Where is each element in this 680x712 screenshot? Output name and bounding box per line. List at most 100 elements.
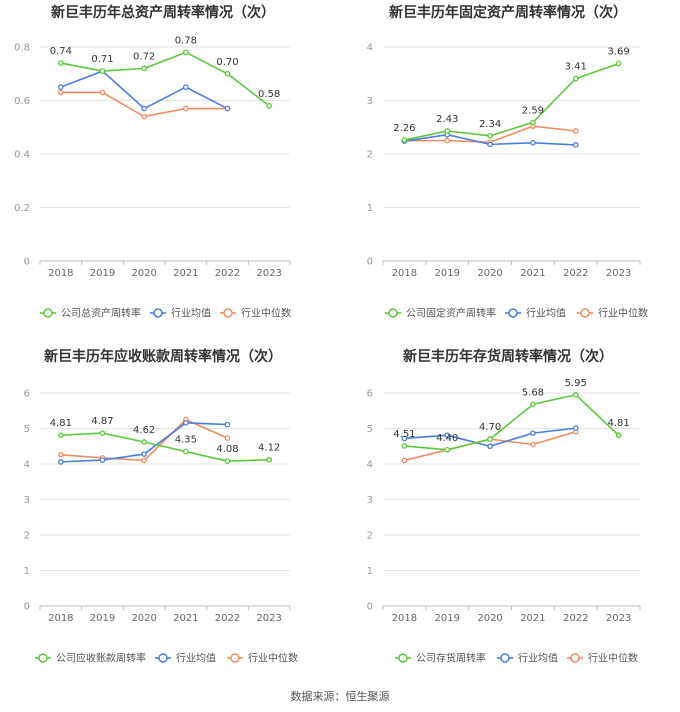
legend-marker-icon: [580, 308, 590, 318]
data-point-company: [141, 65, 148, 72]
legend-label: 行业均值: [171, 307, 211, 320]
data-point-industry_median: [224, 435, 231, 441]
data-label: 4.81: [50, 418, 72, 429]
legend-marker-icon: [43, 308, 53, 318]
data-label: 0.74: [50, 46, 72, 57]
data-point-industry_avg: [224, 105, 231, 112]
x-tick-label: 2022: [563, 613, 588, 624]
data-point-industry_avg: [224, 421, 231, 428]
y-tick-label: 0.2: [14, 203, 30, 214]
y-tick-label: 0: [367, 602, 373, 613]
x-tick-label: 2021: [520, 268, 545, 279]
data-point-industry_avg: [530, 430, 536, 436]
data-point-industry_median: [401, 457, 408, 464]
y-tick-label: 3: [24, 495, 30, 506]
data-label: 2.26: [393, 123, 415, 134]
legend-label: 公司存货周转率: [416, 652, 486, 665]
data-point-company: [57, 60, 64, 66]
y-tick-label: 4: [367, 460, 373, 471]
series-line-company: [404, 393, 620, 451]
x-tick-label: 2018: [48, 613, 73, 624]
data-label: 4.35: [175, 435, 197, 446]
series-line-company: [60, 51, 270, 107]
y-tick-label: 4: [367, 43, 373, 54]
data-point-industry_avg: [57, 84, 64, 90]
data-label: 5.95: [565, 378, 587, 389]
data-label: 4.62: [133, 425, 155, 436]
legend-label: 行业中位数: [241, 307, 291, 320]
y-tick-label: 3: [367, 96, 373, 107]
data-label: 2.43: [436, 114, 458, 125]
data-point-company: [572, 75, 579, 82]
x-tick-label: 2022: [215, 613, 240, 624]
data-point-company: [615, 432, 622, 439]
legend-item-company: 公司总资产周转率: [40, 307, 141, 320]
data-label: 3.69: [607, 47, 629, 58]
chart-title: 新巨丰历年总资产周转率情况（次）: [51, 4, 275, 21]
x-tick-label: 2023: [256, 613, 281, 624]
data-point-industry_median: [141, 457, 148, 464]
chart-title: 新巨丰历年应收账款周转率情况（次）: [44, 348, 282, 365]
data-label: 3.41: [565, 62, 587, 73]
legend-label: 行业中位数: [598, 307, 648, 320]
y-tick-label: 0.4: [14, 150, 30, 161]
data-point-company: [266, 456, 273, 463]
data-label: 0.70: [216, 57, 238, 68]
legend-marker-icon: [153, 308, 163, 318]
series-line-company: [404, 62, 619, 141]
legend-marker-icon: [388, 308, 398, 318]
legend-item-industry_median: 行业中位数: [567, 652, 638, 665]
x-tick-label: 2018: [48, 268, 73, 279]
y-tick-label: 1: [24, 566, 30, 577]
data-point-industry_avg: [444, 432, 451, 439]
data-point-industry_avg: [530, 139, 536, 146]
data-point-industry_median: [57, 451, 64, 458]
legend-marker-icon: [158, 653, 168, 663]
data-label: 2.59: [522, 105, 544, 116]
x-tick-label: 2022: [563, 268, 588, 279]
data-point-company: [182, 448, 189, 455]
x-tick-label: 2018: [392, 268, 417, 279]
legend-item-industry_avg: 行业均值: [505, 307, 566, 320]
data-point-company: [401, 443, 408, 449]
y-tick-label: 0: [367, 257, 373, 268]
y-tick-label: 1: [367, 203, 373, 214]
data-point-industry_avg: [487, 141, 493, 148]
legend-marker-icon: [230, 653, 240, 663]
y-tick-label: 6: [24, 389, 30, 400]
data-point-industry_median: [57, 89, 64, 96]
legend-label: 公司总资产周转率: [61, 307, 141, 320]
legend-marker-icon: [223, 308, 233, 318]
data-point-industry_avg: [99, 457, 106, 463]
y-tick-label: 1: [367, 566, 373, 577]
legend-label: 公司固定资产周转率: [406, 307, 496, 320]
data-point-company: [444, 446, 451, 453]
data-point-industry_avg: [141, 451, 148, 457]
legend-item-company: 公司固定资产周转率: [385, 307, 496, 320]
data-label: 4.40: [436, 433, 458, 444]
legend-item-industry_avg: 行业均值: [155, 652, 216, 665]
data-point-company: [99, 430, 106, 436]
legend-label: 行业中位数: [248, 652, 298, 665]
chart-title: 新巨丰历年存货周转率情况（次）: [403, 348, 613, 365]
data-point-industry_avg: [487, 443, 493, 450]
x-tick-label: 2021: [173, 613, 198, 624]
chart-panel-1: 新巨丰历年总资产周转率情况（次） 0 0.2 0.4 0.6 0.8 2018 2019 202…: [14, 4, 291, 320]
chart-title: 新巨丰历年固定资产周转率情况（次）: [389, 4, 627, 21]
data-point-industry_avg: [182, 84, 189, 90]
y-tick-label: 2: [367, 531, 373, 542]
data-point-industry_median: [530, 441, 536, 448]
data-point-company: [182, 49, 189, 56]
legend-item-company: 公司存货周转率: [395, 652, 486, 665]
data-point-company: [487, 436, 493, 442]
data-point-company: [530, 119, 536, 126]
data-point-company: [99, 68, 106, 74]
y-tick-label: 2: [24, 531, 30, 542]
y-tick-label: 3: [367, 495, 373, 506]
legend-marker-icon: [500, 653, 510, 663]
data-point-company: [57, 432, 64, 439]
data-label: 5.68: [522, 387, 544, 398]
chart-panel-2: 新巨丰历年固定资产周转率情况（次） 0 1 2 3 4 2018 2019 2020 2021 20…: [367, 4, 648, 320]
data-source-note: 数据来源：恒生聚源: [290, 690, 390, 703]
x-tick-label: 2019: [435, 613, 460, 624]
